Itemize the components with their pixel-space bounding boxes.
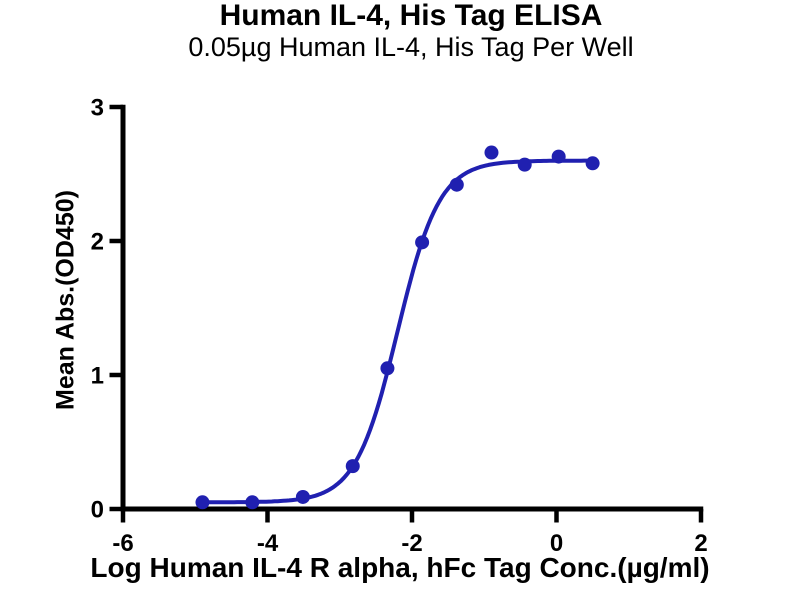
data-point	[345, 459, 360, 474]
data-point	[380, 361, 395, 376]
data-point	[295, 489, 310, 504]
y-axis-label: Mean Abs.(OD450)	[51, 190, 80, 410]
y-tick-label: 1	[91, 363, 104, 390]
chart-subtitle: 0.05µg Human IL-4, His Tag Per Well	[188, 32, 634, 62]
x-tick-label: 2	[694, 530, 707, 557]
y-tick-label: 3	[91, 95, 104, 122]
y-tick-label: 2	[91, 229, 104, 256]
data-point	[449, 177, 464, 192]
data-point	[245, 495, 260, 510]
y-tick-label: 0	[91, 497, 104, 524]
data-point	[551, 149, 566, 164]
data-point	[484, 145, 499, 160]
x-tick-label: -6	[112, 530, 133, 557]
x-tick-label: -2	[401, 530, 422, 557]
x-axis-label: Log Human IL-4 R alpha, hFc Tag Conc.(µg…	[90, 552, 710, 583]
axis-lines	[120, 104, 704, 512]
fit-curve	[200, 158, 595, 505]
data-point	[585, 156, 600, 171]
data-point	[415, 235, 430, 250]
data-point	[517, 157, 532, 172]
x-tick-label: -4	[257, 530, 279, 557]
x-tick-label: 0	[550, 530, 563, 557]
data-point	[195, 495, 210, 510]
chart-title: Human IL-4, His Tag ELISA	[219, 0, 603, 32]
